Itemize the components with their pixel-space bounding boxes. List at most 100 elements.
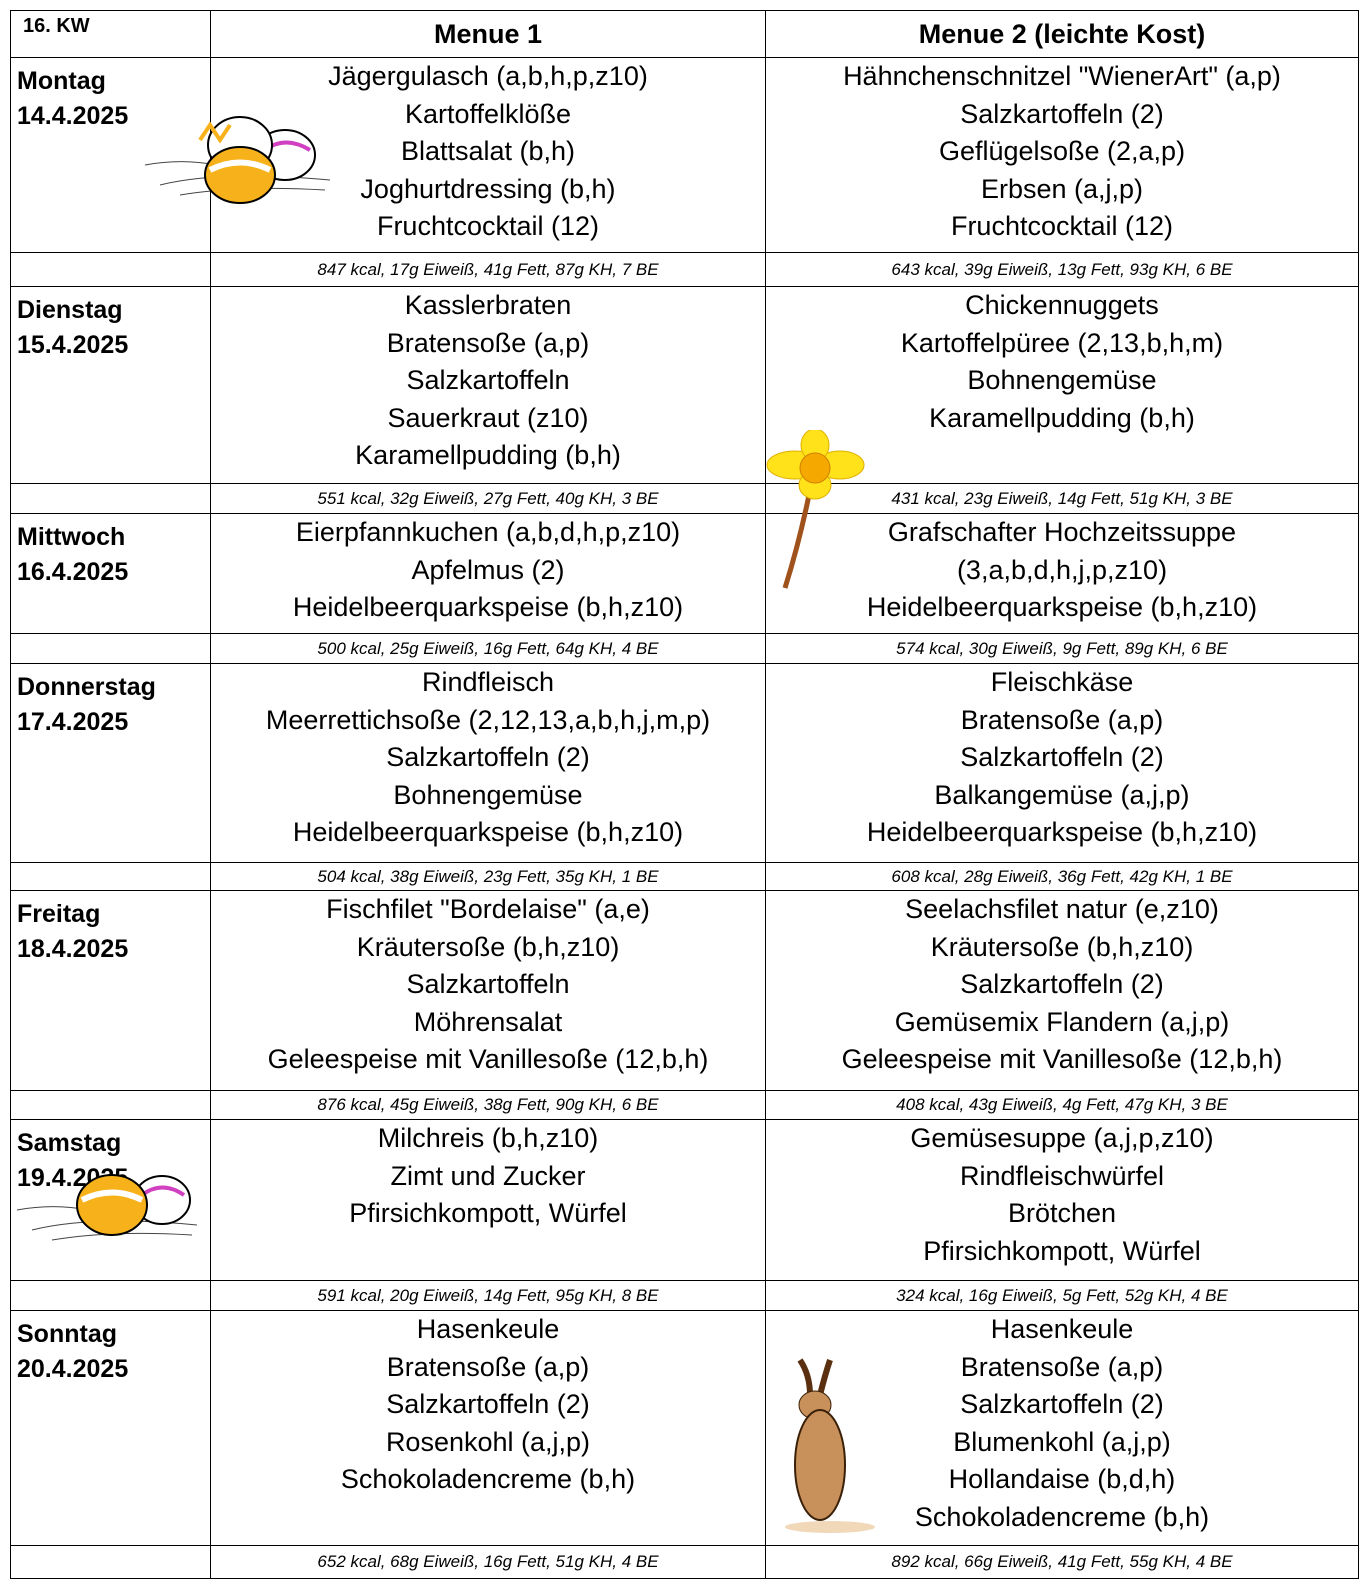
dish: Schokoladencreme (b,h)	[211, 1461, 765, 1499]
day-date: 15.4.2025	[17, 328, 210, 363]
dish: Salzkartoffeln (2)	[766, 739, 1358, 777]
nutrition: 431 kcal, 23g Eiweiß, 14g Fett, 51g KH, …	[766, 484, 1359, 514]
dish: Geflügelsoße (2,a,p)	[766, 133, 1358, 171]
page: {"table":{"header":["16. KW","Menue 1","…	[0, 0, 1372, 1582]
header-row: 16. KW Menue 1 Menue 2 (leichte Kost)	[11, 11, 1359, 58]
dish: Apfelmus (2)	[211, 552, 765, 590]
dish: Zimt und Zucker	[211, 1158, 765, 1196]
menu-cell: Grafschafter Hochzeitssuppe(3,a,b,d,h,j,…	[766, 514, 1359, 634]
dish: Salzkartoffeln (2)	[766, 966, 1358, 1004]
dish: Kasslerbraten	[211, 287, 765, 325]
dish: Fruchtcocktail (12)	[766, 208, 1358, 246]
nutrition-row: 504 kcal, 38g Eiweiß, 23g Fett, 35g KH, …	[11, 863, 1359, 891]
nutrition-row: 652 kcal, 68g Eiweiß, 16g Fett, 51g KH, …	[11, 1546, 1359, 1579]
nutrition-row: 847 kcal, 17g Eiweiß, 41g Fett, 87g KH, …	[11, 253, 1359, 287]
empty-cell	[11, 1281, 211, 1311]
nutrition-row: 591 kcal, 20g Eiweiß, 14g Fett, 95g KH, …	[11, 1281, 1359, 1311]
dish: Fischfilet "Bordelaise" (a,e)	[211, 891, 765, 929]
nutrition: 643 kcal, 39g Eiweiß, 13g Fett, 93g KH, …	[766, 253, 1359, 287]
dish: Bratensoße (a,p)	[766, 702, 1358, 740]
dish: Bohnengemüse	[766, 362, 1358, 400]
nutrition: 551 kcal, 32g Eiweiß, 27g Fett, 40g KH, …	[211, 484, 766, 514]
dish: Pfirsichkompott, Würfel	[766, 1233, 1358, 1271]
dish: Joghurtdressing (b,h)	[211, 171, 765, 209]
dish: Salzkartoffeln	[211, 362, 765, 400]
dish: Sauerkraut (z10)	[211, 400, 765, 438]
nutrition: 608 kcal, 28g Eiweiß, 36g Fett, 42g KH, …	[766, 863, 1359, 891]
empty-cell	[11, 1546, 211, 1579]
dish: Salzkartoffeln (2)	[211, 739, 765, 777]
day-name: Montag	[17, 64, 210, 99]
nutrition: 652 kcal, 68g Eiweiß, 16g Fett, 51g KH, …	[211, 1546, 766, 1579]
dish: Hasenkeule	[766, 1311, 1358, 1349]
dish: Karamellpudding (b,h)	[766, 400, 1358, 438]
day-date: 20.4.2025	[17, 1352, 210, 1387]
nutrition: 876 kcal, 45g Eiweiß, 38g Fett, 90g KH, …	[211, 1091, 766, 1120]
dish: Kräutersoße (b,h,z10)	[766, 929, 1358, 967]
dish: (3,a,b,d,h,j,p,z10)	[766, 552, 1358, 590]
dish: Heidelbeerquarkspeise (b,h,z10)	[211, 814, 765, 852]
nutrition-row: 500 kcal, 25g Eiweiß, 16g Fett, 64g KH, …	[11, 634, 1359, 664]
nutrition: 504 kcal, 38g Eiweiß, 23g Fett, 35g KH, …	[211, 863, 766, 891]
day-name: Samstag	[17, 1126, 210, 1161]
day-date: 14.4.2025	[17, 99, 210, 134]
nutrition: 847 kcal, 17g Eiweiß, 41g Fett, 87g KH, …	[211, 253, 766, 287]
day-date: 19.4.2025	[17, 1161, 210, 1196]
day-name: Donnerstag	[17, 670, 210, 705]
dish: Kräutersoße (b,h,z10)	[211, 929, 765, 967]
dish: Bratensoße (a,p)	[211, 325, 765, 363]
dish: Blumenkohl (a,j,p)	[766, 1424, 1358, 1462]
nutrition-row: 876 kcal, 45g Eiweiß, 38g Fett, 90g KH, …	[11, 1091, 1359, 1120]
week-label: 16. KW	[11, 11, 211, 58]
empty-cell	[11, 484, 211, 514]
menu-cell: Gemüsesuppe (a,j,p,z10)Rindfleischwürfel…	[766, 1120, 1359, 1281]
dish: Hasenkeule	[211, 1311, 765, 1349]
dish: Rindfleisch	[211, 664, 765, 702]
day-date: 18.4.2025	[17, 932, 210, 967]
dish: Rosenkohl (a,j,p)	[211, 1424, 765, 1462]
dish: Blattsalat (b,h)	[211, 133, 765, 171]
dish: Chickennuggets	[766, 287, 1358, 325]
dish: Salzkartoffeln	[211, 966, 765, 1004]
dish: Salzkartoffeln (2)	[211, 1386, 765, 1424]
dish: Gemüsemix Flandern (a,j,p)	[766, 1004, 1358, 1042]
menu-cell: Fischfilet "Bordelaise" (a,e)Kräutersoße…	[211, 891, 766, 1091]
empty-cell	[11, 253, 211, 287]
dish: Seelachsfilet natur (e,z10)	[766, 891, 1358, 929]
nutrition: 892 kcal, 66g Eiweiß, 41g Fett, 55g KH, …	[766, 1546, 1359, 1579]
dish: Balkangemüse (a,j,p)	[766, 777, 1358, 815]
dish: Geleespeise mit Vanillesoße (12,b,h)	[766, 1041, 1358, 1079]
menu-table: 16. KW Menue 1 Menue 2 (leichte Kost) Mo…	[10, 10, 1359, 1579]
dish: Pfirsichkompott, Würfel	[211, 1195, 765, 1233]
nutrition: 574 kcal, 30g Eiweiß, 9g Fett, 89g KH, 6…	[766, 634, 1359, 664]
dish: Heidelbeerquarkspeise (b,h,z10)	[766, 814, 1358, 852]
dish: Bratensoße (a,p)	[766, 1349, 1358, 1387]
dish: Fruchtcocktail (12)	[211, 208, 765, 246]
dish: Bratensoße (a,p)	[211, 1349, 765, 1387]
empty-cell	[11, 634, 211, 664]
dish: Milchreis (b,h,z10)	[211, 1120, 765, 1158]
dish: Grafschafter Hochzeitssuppe	[766, 514, 1358, 552]
dish: Heidelbeerquarkspeise (b,h,z10)	[766, 589, 1358, 627]
column-header: Menue 1	[211, 11, 766, 58]
empty-cell	[11, 1091, 211, 1120]
nutrition: 408 kcal, 43g Eiweiß, 4g Fett, 47g KH, 3…	[766, 1091, 1359, 1120]
menu-cell: Seelachsfilet natur (e,z10)Kräutersoße (…	[766, 891, 1359, 1091]
menu-cell: Jägergulasch (a,b,h,p,z10)Kartoffelklöße…	[211, 58, 766, 253]
dish: Kartoffelpüree (2,13,b,h,m)	[766, 325, 1358, 363]
dish: Schokoladencreme (b,h)	[766, 1499, 1358, 1537]
dish: Meerrettichsoße (2,12,13,a,b,h,j,m,p)	[211, 702, 765, 740]
dish: Hollandaise (b,d,h)	[766, 1461, 1358, 1499]
